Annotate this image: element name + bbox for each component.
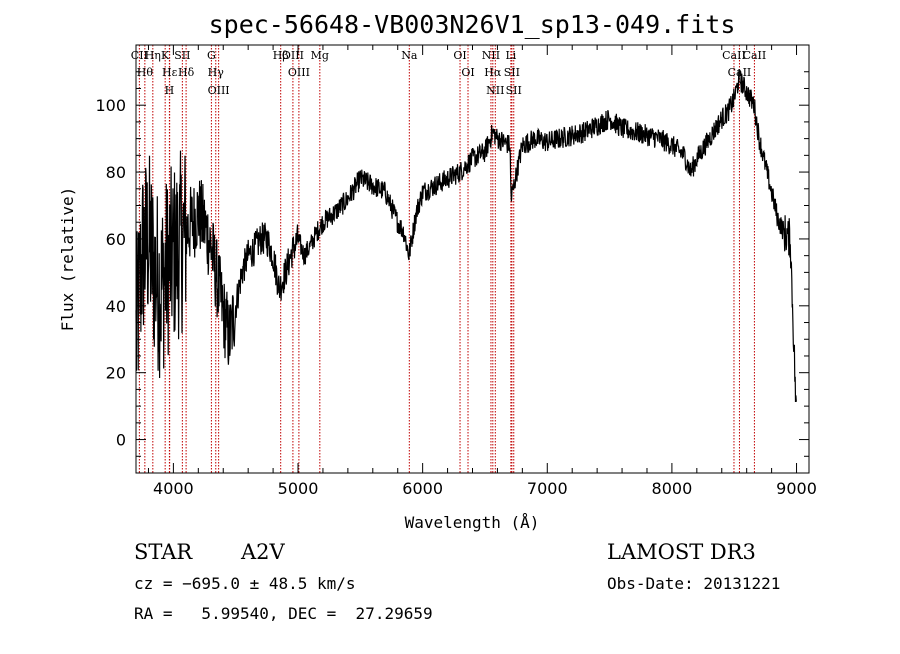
spectral-line-label: OIII xyxy=(282,49,304,62)
spectral-line-label: Hα xyxy=(484,66,502,79)
spectral-line-label: Hδ xyxy=(178,66,195,79)
spectral-line-label: SII xyxy=(506,84,522,97)
y-tick-label: 0 xyxy=(116,431,126,450)
spectrum-layer xyxy=(135,68,797,403)
spectral-line-label: CaII xyxy=(722,49,746,62)
spectral-line-label: Na xyxy=(401,49,418,62)
y-axis-label: Flux (relative) xyxy=(58,187,77,332)
spectral-line-label: Hε xyxy=(162,66,178,79)
plot-frame xyxy=(135,44,810,474)
x-tick-label: 6000 xyxy=(402,479,443,498)
object-subclass: A2V xyxy=(240,540,286,564)
spectral-line-label: SII xyxy=(504,66,520,79)
spectral-line-label: NII xyxy=(486,84,504,97)
y-tick-label: 40 xyxy=(106,297,126,316)
spectral-line-label: NII xyxy=(482,49,500,62)
y-tick-label: 80 xyxy=(106,163,126,182)
redshift-velocity: cz = −695.0 ± 48.5 km/s xyxy=(134,574,356,593)
spectral-line-label: OI xyxy=(453,49,466,62)
y-tick-label: 20 xyxy=(106,364,126,383)
spectral-line-label: Li xyxy=(505,49,516,62)
spectral-line-label: SII xyxy=(174,49,190,62)
x-tick-label: 4000 xyxy=(153,479,194,498)
spectral-line-label: CII xyxy=(131,49,148,62)
spectral-line-label: OIII xyxy=(208,84,230,97)
y-tick-label: 100 xyxy=(95,96,126,115)
chart-title: spec-56648-VB003N26V1_sp13-049.fits xyxy=(209,10,736,39)
y-tick-label: 60 xyxy=(106,230,126,249)
spectral-line-label: Mg xyxy=(311,49,329,62)
spectral-line-label: Hη xyxy=(145,49,161,62)
spectral-line-label: G xyxy=(207,49,216,62)
spectral-line-label: Hβ xyxy=(273,49,289,62)
observation-date: Obs-Date: 20131221 xyxy=(607,574,780,593)
object-class: STAR xyxy=(134,540,193,564)
survey-name: LAMOST DR3 xyxy=(607,540,756,564)
x-tick-label: 5000 xyxy=(278,479,319,498)
x-tick-label: 8000 xyxy=(652,479,693,498)
spectrum-trace xyxy=(135,68,797,403)
x-tick-label: 7000 xyxy=(527,479,568,498)
spectral-line-label: OIII xyxy=(288,66,310,79)
x-axis-label: Wavelength (Å) xyxy=(405,513,540,532)
spectral-line-label: CaII xyxy=(743,49,767,62)
x-tick-label: 9000 xyxy=(776,479,817,498)
spectral-line-label: OI xyxy=(461,66,474,79)
spectral-line-markers xyxy=(138,45,755,473)
spectral-line-label: H xyxy=(165,84,175,97)
spectral-line-label: K xyxy=(161,49,170,62)
axis-ticks xyxy=(136,45,809,474)
spectral-line-label: Hγ xyxy=(208,66,225,79)
coordinates: RA = 5.99540, DEC = 27.29659 xyxy=(134,604,433,623)
spectral-line-label: Hθ xyxy=(137,66,154,79)
axis-tick-labels: 4000 5000 6000 7000 8000 9000 0 20 40 60 80 100 xyxy=(95,96,816,498)
